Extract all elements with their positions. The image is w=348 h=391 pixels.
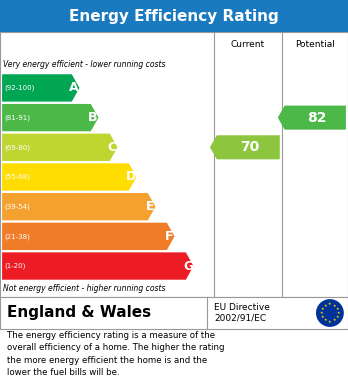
Text: Very energy efficient - lower running costs: Very energy efficient - lower running co… — [3, 60, 165, 69]
Text: Potential: Potential — [295, 40, 335, 49]
Text: (92-100): (92-100) — [5, 85, 35, 91]
Polygon shape — [2, 252, 193, 280]
Text: (21-38): (21-38) — [5, 233, 31, 240]
Text: ★: ★ — [337, 311, 340, 315]
Text: A: A — [69, 81, 79, 95]
Bar — [0, 32, 348, 297]
Polygon shape — [278, 106, 346, 130]
Text: (81-91): (81-91) — [5, 115, 31, 121]
Text: The energy efficiency rating is a measure of the
overall efficiency of a home. T: The energy efficiency rating is a measur… — [7, 331, 224, 377]
Polygon shape — [2, 163, 136, 191]
Text: ★: ★ — [332, 303, 336, 307]
Text: 82: 82 — [307, 111, 327, 125]
Polygon shape — [2, 134, 118, 161]
Polygon shape — [2, 104, 98, 131]
Text: (55-68): (55-68) — [5, 174, 31, 180]
Text: Current: Current — [231, 40, 265, 49]
Text: B: B — [88, 111, 98, 124]
Text: ★: ★ — [319, 311, 323, 315]
Text: EU Directive
2002/91/EC: EU Directive 2002/91/EC — [214, 303, 270, 323]
Text: E: E — [146, 200, 155, 213]
Ellipse shape — [316, 299, 344, 327]
Text: ★: ★ — [321, 315, 324, 319]
Text: G: G — [183, 260, 193, 273]
Text: Energy Efficiency Rating: Energy Efficiency Rating — [69, 9, 279, 23]
Bar — [0, 297, 348, 329]
Text: Not energy efficient - higher running costs: Not energy efficient - higher running co… — [3, 283, 165, 292]
Text: (69-80): (69-80) — [5, 144, 31, 151]
Text: (39-54): (39-54) — [5, 203, 31, 210]
Polygon shape — [2, 193, 156, 221]
Text: ★: ★ — [324, 303, 327, 307]
Text: 70: 70 — [240, 140, 260, 154]
Text: C: C — [108, 141, 117, 154]
Text: ★: ★ — [328, 319, 332, 324]
Polygon shape — [2, 223, 174, 250]
Text: ★: ★ — [324, 319, 327, 323]
Text: England & Wales: England & Wales — [7, 305, 151, 321]
Text: D: D — [126, 170, 136, 183]
Text: (1-20): (1-20) — [5, 263, 26, 269]
Text: ★: ★ — [332, 319, 336, 323]
Text: F: F — [165, 230, 173, 243]
Text: ★: ★ — [321, 307, 324, 311]
Text: ★: ★ — [335, 315, 339, 319]
Text: ★: ★ — [328, 302, 332, 307]
Text: ★: ★ — [335, 307, 339, 311]
Bar — [0, 0, 348, 32]
Polygon shape — [2, 74, 79, 102]
Polygon shape — [210, 135, 280, 160]
